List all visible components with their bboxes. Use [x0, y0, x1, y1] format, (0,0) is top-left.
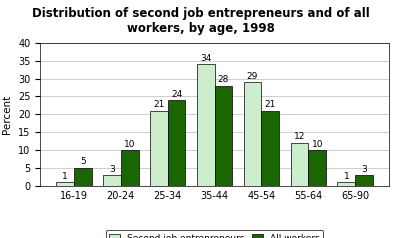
Text: 1: 1	[62, 172, 68, 181]
Y-axis label: Percent: Percent	[2, 95, 12, 134]
Text: 3: 3	[109, 164, 115, 174]
Text: 29: 29	[247, 72, 258, 81]
Bar	[103, 175, 121, 186]
Text: 24: 24	[171, 89, 182, 99]
Text: 28: 28	[218, 75, 229, 84]
Text: 21: 21	[153, 100, 164, 109]
Bar	[215, 86, 232, 186]
Bar	[291, 143, 308, 186]
Bar	[338, 182, 355, 186]
Bar	[150, 111, 168, 186]
Text: 21: 21	[265, 100, 276, 109]
Bar	[168, 100, 185, 186]
Bar	[74, 168, 91, 186]
Bar	[197, 64, 215, 186]
Text: 10: 10	[124, 139, 136, 149]
Text: 3: 3	[361, 164, 367, 174]
Bar	[244, 82, 261, 186]
Text: 5: 5	[80, 157, 85, 166]
Text: Distribution of second job entrepreneurs and of all
workers, by age, 1998: Distribution of second job entrepreneurs…	[32, 7, 369, 35]
Bar	[56, 182, 74, 186]
Text: 12: 12	[294, 132, 305, 141]
Bar	[121, 150, 138, 186]
Bar	[261, 111, 279, 186]
Legend: Second job entrepreneurs, All workers: Second job entrepreneurs, All workers	[105, 230, 324, 238]
Text: 1: 1	[344, 172, 349, 181]
Text: 34: 34	[200, 54, 211, 63]
Bar	[308, 150, 326, 186]
Bar	[355, 175, 373, 186]
Text: 10: 10	[312, 139, 323, 149]
